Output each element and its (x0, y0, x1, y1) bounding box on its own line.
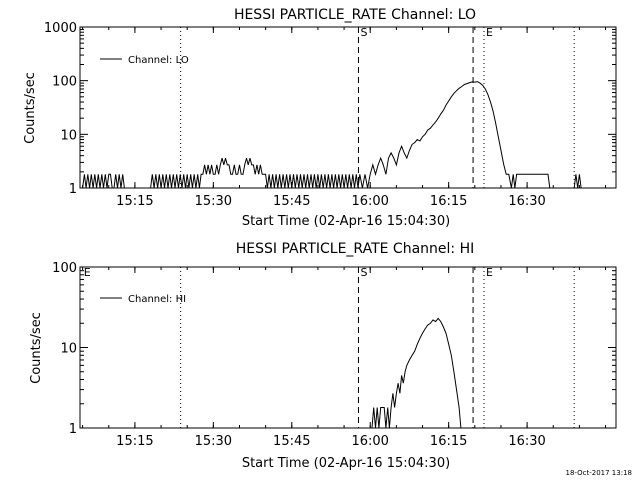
panel-hi-x-tick-label: 15:30 (195, 434, 232, 449)
panel-hi-y-tick-label: 10 (60, 342, 77, 357)
panel-lo-x-tick-label: 15:45 (273, 194, 310, 209)
panel-hi-y-ticks: 1 10 100 (52, 261, 616, 437)
panel-hi-marker-label: E (84, 266, 91, 279)
panel-lo-legend-label: Channel: LO (128, 55, 189, 66)
panel-hi: HESSI PARTICLE_RATE Channel: HI Counts/s… (29, 241, 617, 471)
panel-lo-y-tick-label: 1000 (44, 21, 77, 36)
panel-lo-plot-frame (79, 26, 617, 189)
panel-lo-y-tick-label: 1 (69, 182, 77, 197)
panel-lo-x-axis-label: Start Time (02-Apr-16 15:04:30) (242, 214, 450, 229)
panel-hi-x-tick-label: 15:45 (273, 434, 310, 449)
panel-hi-x-axis-label: Start Time (02-Apr-16 15:04:30) (242, 456, 450, 471)
panel-lo-y-ticks: 1 10 100 1000 (44, 21, 616, 197)
panel-lo-title: HESSI PARTICLE_RATE Channel: LO (234, 7, 476, 23)
panel-hi-marker-label: S (360, 266, 367, 279)
panel-lo-marker-label: E (486, 26, 493, 39)
panel-lo-x-tick-label: 16:15 (430, 194, 467, 209)
panel-lo-x-tick-label: 15:30 (195, 194, 232, 209)
panel-hi-y-tick-label: 1 (69, 422, 77, 437)
panel-hi-x-tick-label: 16:15 (430, 434, 467, 449)
panel-hi-marker-label: E (486, 266, 493, 279)
panel-hi-plot-frame (79, 266, 617, 429)
panel-hi-y-tick-label: 100 (52, 261, 77, 276)
panel-hi-y-axis-label: Counts/sec (29, 312, 44, 384)
panel-hi-title: HESSI PARTICLE_RATE Channel: HI (236, 241, 474, 257)
panel-lo-series-line (82, 81, 582, 189)
panel-lo-x-tick-label: 16:30 (508, 194, 545, 209)
panel-lo: HESSI PARTICLE_RATE Channel: LO Counts/s… (23, 7, 617, 229)
panel-hi-x-tick-label: 16:30 (508, 434, 545, 449)
panel-lo-y-tick-label: 10 (60, 128, 77, 143)
panel-hi-x-tick-label: 16:00 (351, 434, 388, 449)
panel-lo-y-tick-label: 100 (52, 75, 77, 90)
panel-hi-series-line (371, 317, 462, 429)
panel-lo-x-tick-label: 15:15 (116, 194, 153, 209)
footer-timestamp: 18-Oct-2017 13:18 (565, 469, 632, 477)
panel-lo-x-tick-label: 16:00 (351, 194, 388, 209)
panel-hi-legend-label: Channel: HI (128, 294, 186, 305)
panel-lo-y-axis-label: Counts/sec (23, 72, 38, 144)
panel-hi-x-tick-label: 15:15 (116, 434, 153, 449)
panel-lo-marker-label: S (360, 26, 367, 39)
